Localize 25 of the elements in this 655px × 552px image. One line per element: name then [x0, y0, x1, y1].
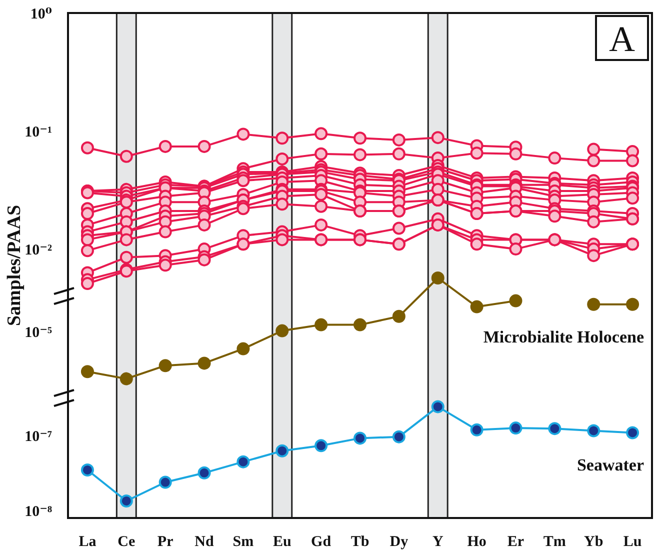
x-tick-label: Gd: [311, 534, 332, 550]
y-axis-title: Samples/PAAS: [4, 204, 25, 326]
y-tick-label: 10⁰: [30, 6, 52, 22]
series-label: Microbialite Holocene: [483, 327, 644, 346]
x-tick-label: Tm: [543, 534, 566, 550]
x-tick-label: Nd: [194, 534, 215, 550]
x-tick-label: Er: [507, 534, 524, 550]
x-tick-label: Ce: [118, 534, 136, 550]
x-tick-label: Ho: [467, 534, 486, 550]
y-tick-label: 10⁻⁷: [24, 429, 52, 446]
y-tick-label: 10⁻¹: [24, 124, 52, 140]
series-label: Seawater: [576, 456, 644, 475]
y-tick-label: 10⁻²: [24, 242, 52, 258]
x-tick-label: Sm: [232, 534, 254, 550]
x-tick-label: Eu: [272, 534, 292, 550]
x-tick-label: Tb: [350, 534, 370, 550]
text: 10⁻⁵: [24, 324, 52, 341]
chart-title: A: [609, 19, 635, 59]
x-tick-label: Yb: [584, 534, 604, 550]
x-tick-label: La: [78, 534, 97, 550]
x-tick-label: Y: [432, 534, 444, 550]
x-tick-label: Lu: [623, 534, 642, 550]
x-tick-label: Dy: [390, 534, 409, 550]
y-tick-label: 10⁻⁸: [24, 504, 52, 520]
x-tick-label: Pr: [157, 534, 174, 550]
